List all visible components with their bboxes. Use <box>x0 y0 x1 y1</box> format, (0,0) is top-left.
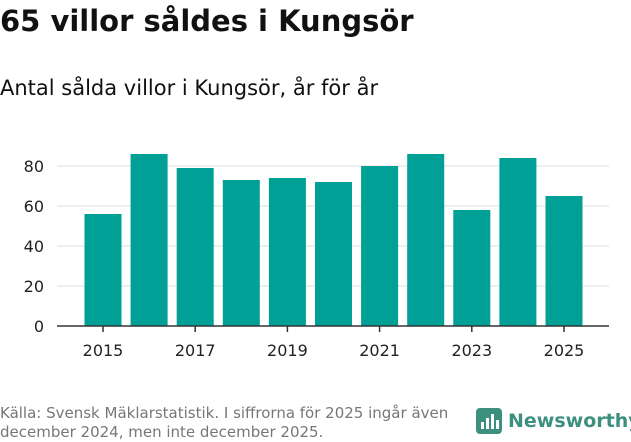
x-tick-label: 2015 <box>83 341 124 360</box>
bar-2024 <box>499 158 537 326</box>
bar-2019 <box>268 178 306 326</box>
brand-name: Newsworthy <box>508 410 631 432</box>
bar-2017 <box>176 168 214 326</box>
chart-title: 65 villor såldes i Kungsör <box>0 4 414 38</box>
bar-2025 <box>545 196 583 326</box>
x-tick-label: 2019 <box>267 341 308 360</box>
x-tick-label: 2017 <box>175 341 216 360</box>
bar-2022 <box>407 154 445 326</box>
bar-2021 <box>361 166 399 326</box>
x-tick-label: 2023 <box>451 341 492 360</box>
x-tick-label: 2025 <box>544 341 585 360</box>
chart-subtitle: Antal sålda villor i Kungsör, år för år <box>0 76 379 100</box>
newsworthy-logo: Newsworthy <box>476 408 631 434</box>
y-tick-label: 40 <box>24 237 44 256</box>
y-tick-label: 80 <box>24 157 44 176</box>
bar-2023 <box>453 210 491 326</box>
bar-chart: 0 20 40 60 80 2015 2017 2019 2021 2023 2025 <box>24 154 609 360</box>
source-note: Källa: Svensk Mäklarstatistik. I siffror… <box>0 404 449 441</box>
y-tick-label: 60 <box>24 197 44 216</box>
bar-2020 <box>315 182 352 326</box>
x-tick-label: 2021 <box>359 341 400 360</box>
y-tick-label: 20 <box>24 277 44 296</box>
bar-2015 <box>84 214 122 326</box>
y-tick-label: 0 <box>34 317 44 336</box>
bar-2018 <box>222 180 260 326</box>
bar-2016 <box>130 154 168 326</box>
bar-chart-logo-icon <box>476 408 502 434</box>
